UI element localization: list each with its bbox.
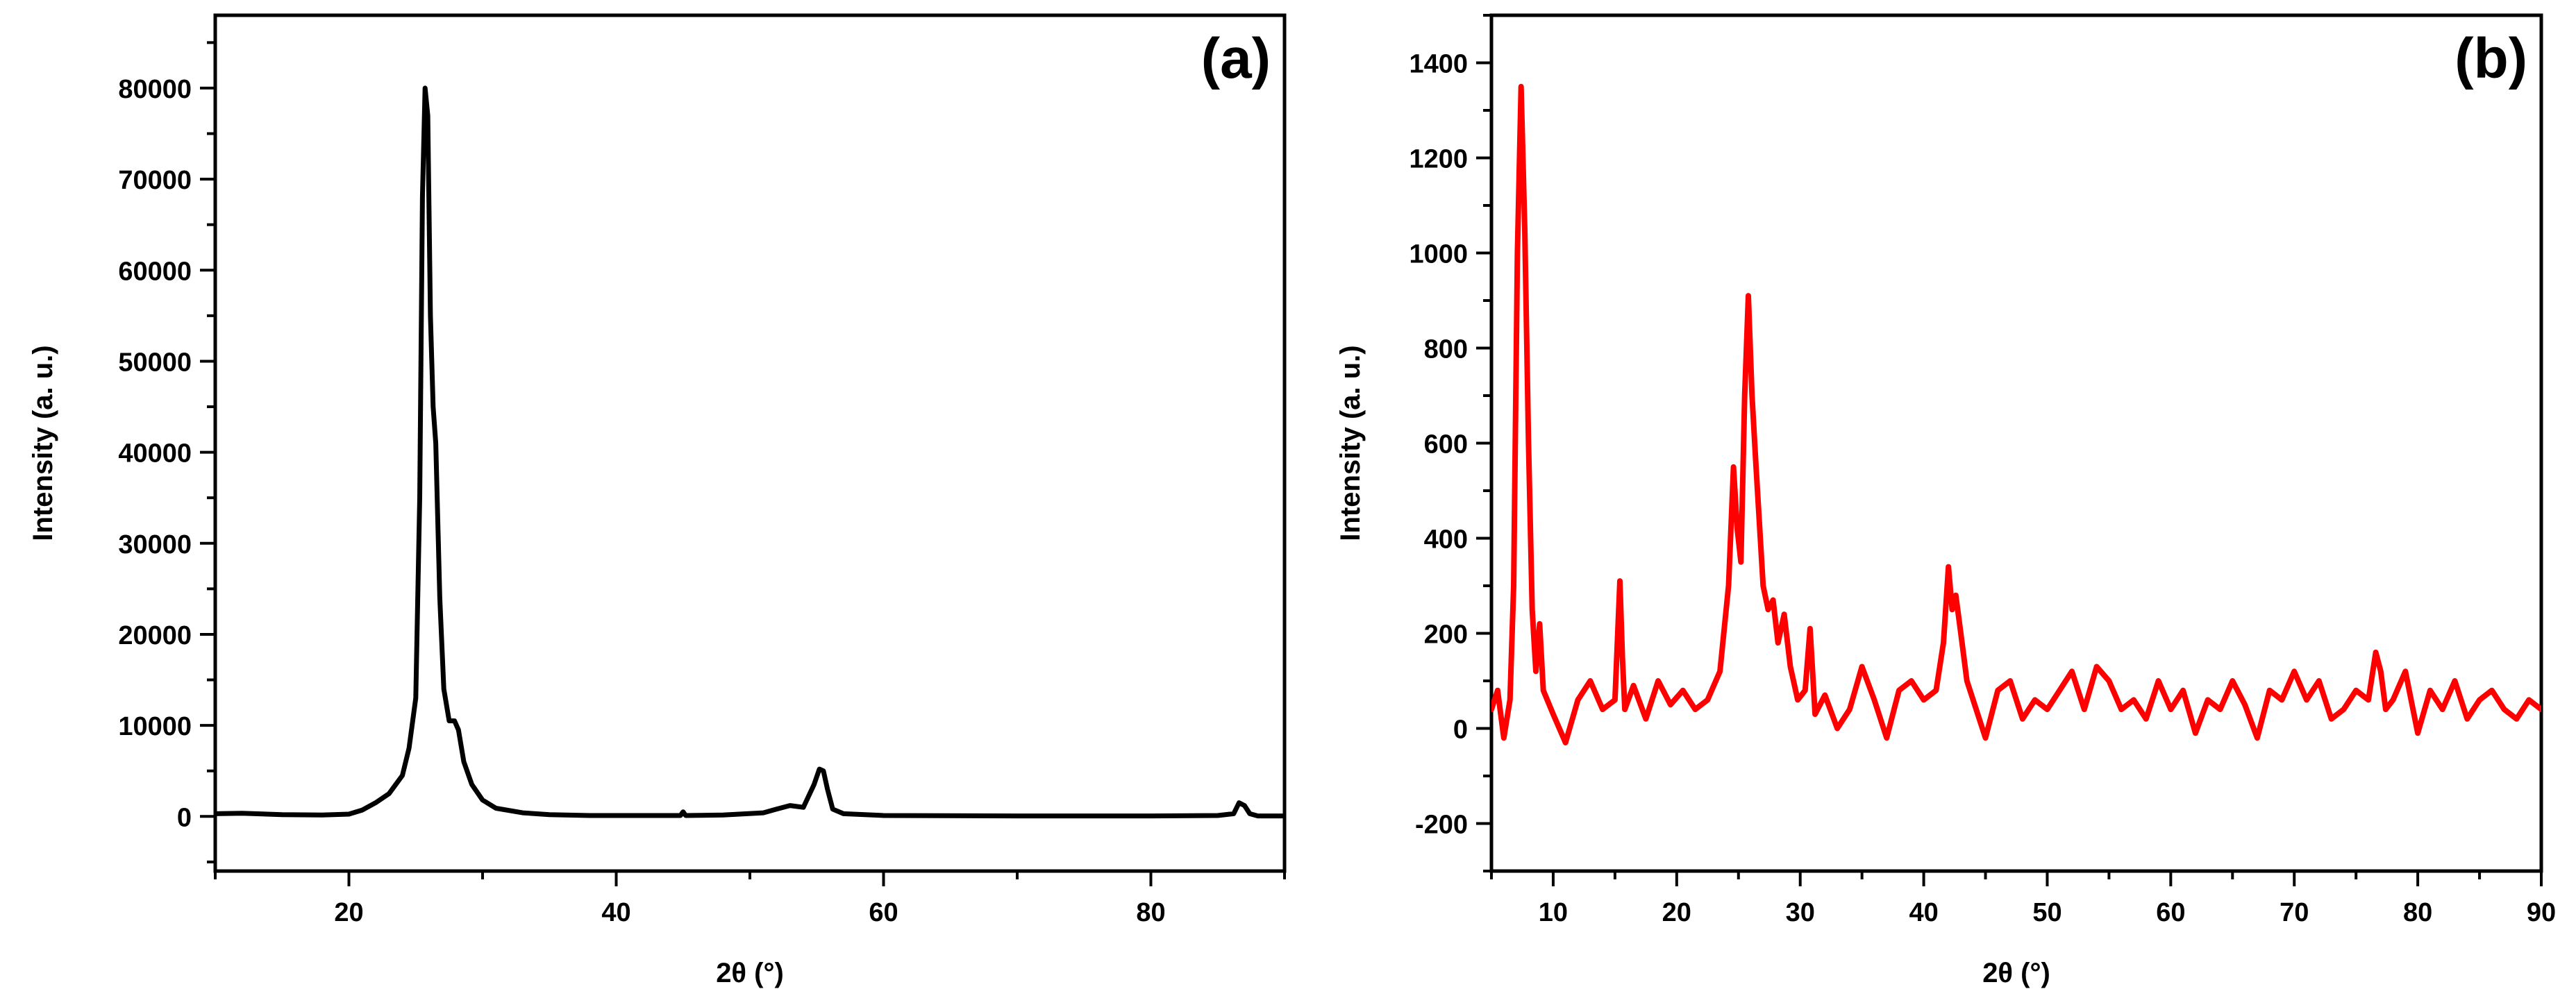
- x-tick-label: 90: [2527, 898, 2556, 927]
- y-tick-label: 60000: [118, 257, 192, 286]
- series-line: [1491, 83, 2541, 745]
- y-tick-label: 1200: [1409, 145, 1468, 174]
- y-tick-label: 10000: [118, 712, 192, 741]
- y-tick-label: 50000: [118, 348, 192, 377]
- series-line: [215, 85, 1285, 819]
- x-tick-label: 50: [2032, 898, 2061, 927]
- y-tick-label: 20000: [118, 621, 192, 650]
- x-tick-label: 60: [2156, 898, 2185, 927]
- y-tick-label: 1400: [1409, 50, 1468, 79]
- y-tick-label: 30000: [118, 530, 192, 559]
- panel-label: (b): [2454, 27, 2527, 90]
- y-tick-label: 70000: [118, 166, 192, 195]
- y-tick-label: 0: [177, 803, 192, 832]
- y-axis-title: Intensity (a. u.): [1335, 345, 1366, 541]
- y-tick-label: 600: [1424, 430, 1468, 459]
- y-tick-label: 80000: [118, 75, 192, 104]
- x-axis-title: 2θ (°): [1982, 958, 2050, 988]
- y-axis-title: Intensity (a. u.): [28, 345, 58, 541]
- x-tick-label: 60: [869, 898, 898, 927]
- y-tick-label: 400: [1424, 525, 1468, 555]
- x-tick-label: 30: [1786, 898, 1815, 927]
- chart-panel-a: 20 40 60 80 0 10000 20000 30000 40000 50000 60000 7…: [28, 13, 1287, 988]
- panel-label: (a): [1201, 27, 1271, 90]
- x-tick-label: 40: [601, 898, 630, 927]
- x-tick-label: 40: [1909, 898, 1938, 927]
- x-tick-label: 80: [2403, 898, 2432, 927]
- chart-panel-b: 10 20 30 40 50 60 70 80 90 -200 0 200 400 600 800 1000 1…: [1335, 13, 2556, 988]
- x-tick-label: 70: [2280, 898, 2309, 927]
- y-tick-label: 800: [1424, 335, 1468, 364]
- y-tick-label: -200: [1415, 811, 1468, 840]
- x-tick-label: 20: [334, 898, 363, 927]
- x-tick-label: 80: [1136, 898, 1165, 927]
- y-tick-label: 1000: [1409, 240, 1468, 269]
- plot-frame: [1489, 13, 2543, 873]
- y-tick-label: 200: [1424, 620, 1468, 650]
- x-tick-label: 20: [1662, 898, 1691, 927]
- y-tick-label: 0: [1453, 716, 1468, 745]
- plot-frame: [213, 13, 1287, 873]
- x-tick-label: 10: [1539, 898, 1568, 927]
- y-tick-label: 40000: [118, 439, 192, 468]
- x-axis-title: 2θ (°): [716, 958, 784, 988]
